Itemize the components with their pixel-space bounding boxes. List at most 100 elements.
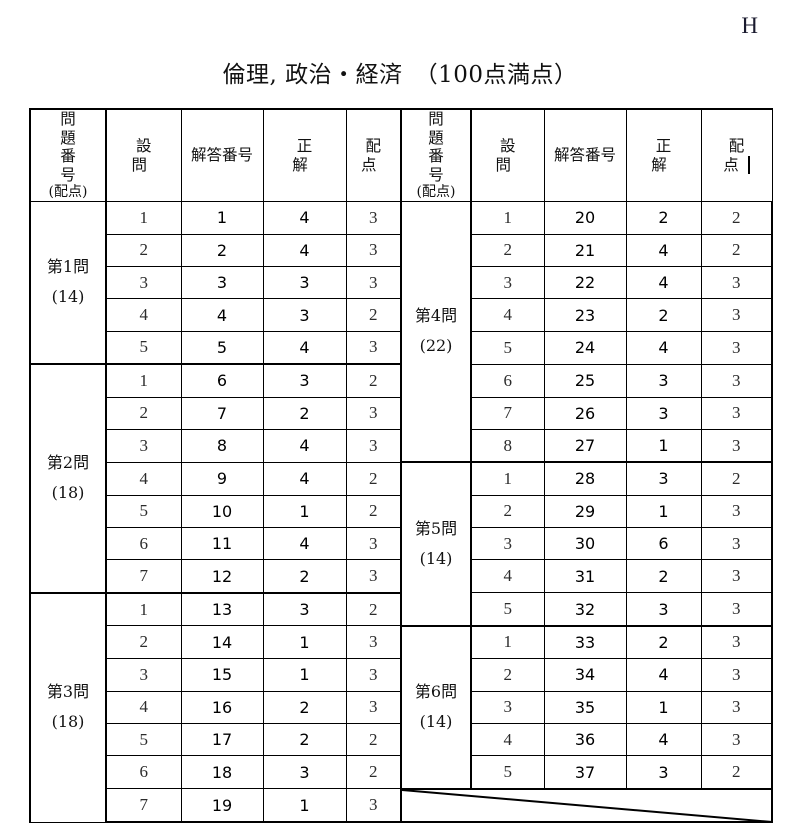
- cell-sub-question: 3: [470, 265, 545, 300]
- cell-answer-number: 14: [180, 625, 264, 660]
- cell-sub-question: 1: [105, 363, 182, 398]
- cell-points: 2: [345, 591, 402, 627]
- header-question-number: 問 題番 号 (配点): [29, 108, 110, 203]
- cell-points: 2: [345, 494, 402, 529]
- cell-answer-number: 18: [180, 755, 264, 790]
- header-points: 配 点: [700, 108, 778, 203]
- cell-correct-answer: 3: [625, 363, 702, 398]
- table-header-row: 問 題番 号 (配点) 設 問解答番号正 解配 点問 題番 号 (配点) 設 問解答番号…: [29, 108, 778, 203]
- cell-points: 3: [700, 265, 773, 300]
- cell-answer-number: 29: [543, 494, 627, 529]
- cell-points: 3: [700, 624, 773, 660]
- cell-correct-answer: 4: [625, 722, 702, 757]
- cell-points: 3: [345, 559, 402, 594]
- question-group-name: 第3問: [46, 682, 90, 702]
- cell-points: 2: [700, 755, 773, 790]
- cell-sub-question: 2: [105, 233, 182, 267]
- cell-answer-number: 3: [180, 265, 264, 300]
- cell-sub-question: 2: [470, 658, 545, 692]
- cell-answer-number: 8: [180, 428, 264, 463]
- cell-correct-answer: 3: [625, 755, 702, 790]
- cell-correct-answer: 2: [262, 559, 347, 594]
- table-row: 第1問 (14) 1 1 4 3 第4問 (22) 1 20 2 2: [29, 201, 773, 463]
- header-sub-question: 設 問: [105, 108, 182, 203]
- question-group-label: 第2問 (18): [29, 363, 107, 594]
- header-question-number-points: (配点): [48, 184, 88, 201]
- cell-answer-number: 5: [180, 330, 264, 365]
- header-question-number-line2: 番 号: [428, 147, 478, 184]
- cell-correct-answer: 3: [625, 461, 702, 496]
- question-group-points: (14): [419, 548, 453, 568]
- cell-sub-question: 4: [105, 298, 182, 332]
- cell-points: 3: [345, 265, 402, 300]
- cell-points: 3: [700, 559, 773, 594]
- cell-sub-question: 5: [470, 592, 545, 627]
- cell-sub-question: 7: [470, 396, 545, 430]
- cell-correct-answer: 1: [625, 428, 702, 463]
- header-answer-number: 解答番号: [543, 108, 627, 203]
- cell-sub-question: 2: [105, 396, 182, 430]
- cell-sub-question: 6: [470, 363, 545, 398]
- header-points-label: 配 点: [719, 136, 778, 174]
- cell-sub-question: 7: [105, 559, 182, 594]
- question-group-name: 第4問: [414, 306, 458, 326]
- cell-sub-question: 1: [470, 624, 545, 660]
- cell-points: 3: [700, 658, 773, 692]
- header-question-number-line2: 番 号: [60, 147, 110, 184]
- cell-sub-question: 7: [105, 788, 182, 823]
- cell-answer-number: 15: [180, 658, 264, 692]
- cell-answer-number: 32: [543, 592, 627, 627]
- cell-answer-number: 23: [543, 298, 627, 332]
- cell-answer-number: 12: [180, 559, 264, 594]
- question-group-label: 第1問 (14): [29, 201, 107, 365]
- cell-points: 3: [345, 330, 402, 365]
- cell-sub-question: 3: [470, 527, 545, 561]
- cell-correct-answer: 3: [262, 363, 347, 398]
- cell-points: 3: [700, 363, 773, 398]
- header-correct-answer-label: 正 解: [651, 136, 705, 174]
- cell-sub-question: 5: [105, 722, 182, 757]
- cell-answer-number: 35: [543, 690, 627, 724]
- cell-points: 2: [345, 363, 402, 398]
- cell-points: 3: [345, 527, 402, 561]
- cell-sub-question: 4: [105, 461, 182, 496]
- cell-points: 3: [700, 494, 773, 529]
- cell-answer-number: 2: [180, 233, 264, 267]
- cell-sub-question: 1: [470, 201, 545, 235]
- cell-points: 3: [700, 527, 773, 561]
- cell-correct-answer: 2: [625, 298, 702, 332]
- cell-sub-question: 3: [105, 658, 182, 692]
- cell-correct-answer: 1: [262, 494, 347, 529]
- cell-points: 3: [700, 330, 773, 365]
- cell-correct-answer: 3: [625, 592, 702, 627]
- cell-sub-question: 4: [470, 298, 545, 332]
- cell-sub-question: 5: [105, 494, 182, 529]
- cell-answer-number: 17: [180, 722, 264, 757]
- cell-sub-question: 5: [470, 330, 545, 365]
- cell-correct-answer: 3: [262, 298, 347, 332]
- cell-sub-question: 1: [470, 461, 545, 496]
- cell-correct-answer: 1: [625, 494, 702, 529]
- cell-points: 2: [345, 461, 402, 496]
- question-group-label: 第6問 (14): [400, 624, 472, 790]
- cell-correct-answer: 2: [262, 690, 347, 724]
- cell-correct-answer: 6: [625, 527, 702, 561]
- cell-points: 3: [700, 690, 773, 724]
- table-row: 5 5 4 3 5 24 4 3: [30, 330, 773, 365]
- question-group-name: 第2問: [46, 453, 90, 473]
- cell-answer-number: 9: [180, 461, 264, 496]
- cell-answer-number: 19: [180, 788, 264, 823]
- cell-sub-question: 4: [470, 722, 545, 757]
- question-group-points: (22): [419, 336, 453, 356]
- cell-points: 3: [345, 690, 402, 724]
- cell-answer-number: 16: [180, 690, 264, 724]
- cell-answer-number: 7: [180, 396, 264, 430]
- cell-sub-question: 2: [105, 625, 182, 660]
- cell-correct-answer: 4: [262, 527, 347, 561]
- question-group-name: 第5問: [414, 518, 458, 538]
- cell-answer-number: 28: [543, 461, 627, 496]
- cell-points: 3: [700, 592, 773, 627]
- cell-correct-answer: 4: [262, 330, 347, 365]
- cell-correct-answer: 4: [625, 233, 702, 267]
- cell-points: 3: [700, 428, 773, 463]
